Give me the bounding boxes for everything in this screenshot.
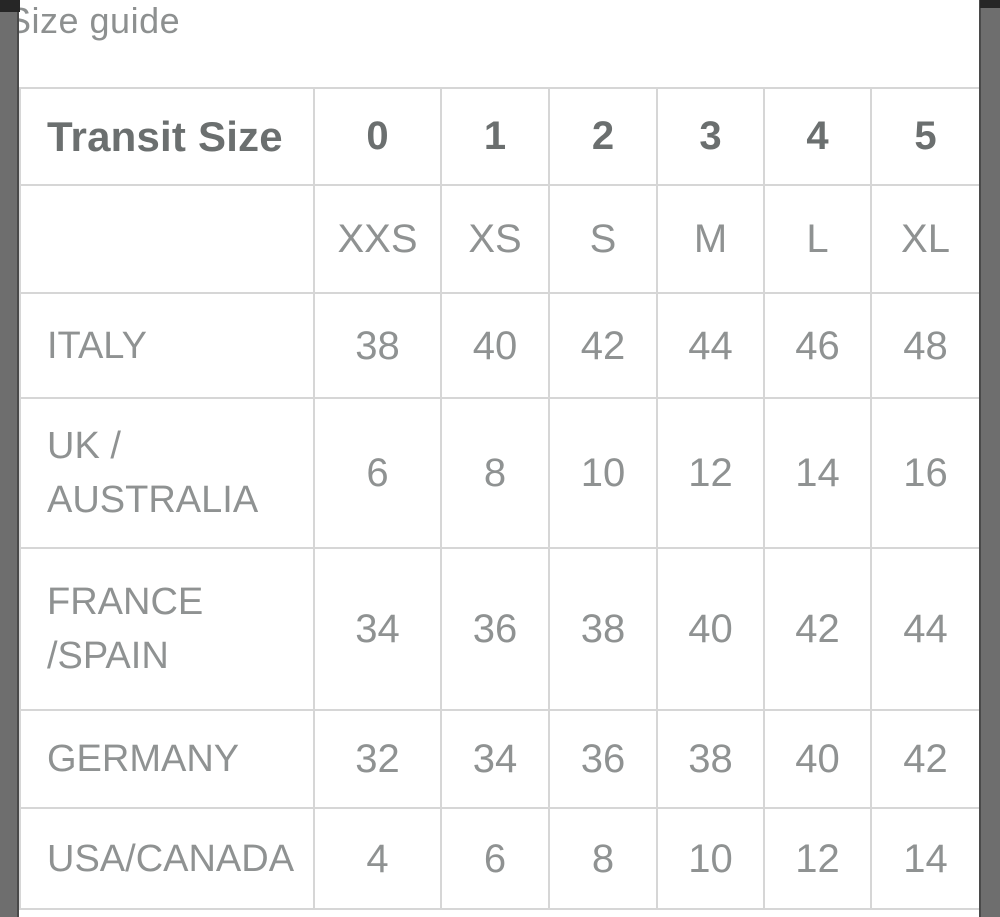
top-left-corner-block (0, 0, 20, 12)
size-value-cell: 34 (313, 547, 442, 711)
size-value-cell: 36 (548, 709, 658, 809)
size-number-header: 4 (763, 87, 872, 186)
size-value-cell: 46 (763, 292, 872, 399)
row-label: ITALY (19, 292, 315, 399)
size-value-cell: 40 (656, 547, 765, 711)
row-label: FRANCE/SPAIN (19, 547, 315, 711)
right-page-edge-overlay (979, 0, 1000, 917)
size-value-cell: 38 (656, 709, 765, 809)
row-label-line: FRANCE (47, 581, 204, 623)
row-label-line: AUSTRALIA (47, 479, 259, 521)
size-value-cell: M (656, 184, 765, 294)
size-number-header: 1 (440, 87, 550, 186)
size-guide-table: Transit Size 0 1 2 3 4 5 XXS XS S M L XL (19, 87, 981, 910)
row-label-line: USA/CANADA (47, 837, 295, 880)
size-value-cell: 36 (440, 547, 550, 711)
size-value-cell: 48 (870, 292, 981, 399)
row-label (19, 184, 315, 294)
row-label: GERMANY (19, 709, 315, 809)
region-row-italy: ITALY 38 40 42 44 46 48 (19, 292, 981, 399)
size-value-cell: 40 (440, 292, 550, 399)
region-row-germany: GERMANY 32 34 36 38 40 42 (19, 709, 981, 809)
row-label-line: ITALY (47, 324, 147, 367)
row-label: UK / AUSTRALIA (19, 397, 315, 549)
transit-size-header: Transit Size (19, 87, 315, 186)
size-value-cell: 44 (656, 292, 765, 399)
size-value-cell: 38 (548, 547, 658, 711)
size-value-cell: 8 (548, 807, 658, 910)
size-value-cell: 40 (763, 709, 872, 809)
size-value-cell: 12 (763, 807, 872, 910)
row-label-line: /SPAIN (47, 635, 169, 677)
size-value-cell: 42 (870, 709, 981, 809)
size-value-cell: 10 (548, 397, 658, 549)
page-title: Size guide (7, 0, 181, 41)
size-value-cell: S (548, 184, 658, 294)
header-row: Transit Size 0 1 2 3 4 5 (19, 87, 981, 186)
size-value-cell: 34 (440, 709, 550, 809)
size-value-cell: 6 (440, 807, 550, 910)
size-number-header: 2 (548, 87, 658, 186)
size-value-cell: L (763, 184, 872, 294)
top-right-corner-block (980, 0, 1000, 8)
row-label-line: UK / (47, 425, 121, 467)
size-value-cell: 38 (313, 292, 442, 399)
letter-sizes-row: XXS XS S M L XL (19, 184, 981, 294)
size-value-cell: 42 (548, 292, 658, 399)
size-value-cell: 8 (440, 397, 550, 549)
size-value-cell: 14 (870, 807, 981, 910)
row-label: USA/CANADA (19, 807, 315, 910)
row-label-line: GERMANY (47, 738, 240, 780)
size-value-cell: XL (870, 184, 981, 294)
region-row-france-spain: FRANCE/SPAIN 34 36 38 40 42 44 (19, 547, 981, 711)
size-value-cell: 44 (870, 547, 981, 711)
size-value-cell: 10 (656, 807, 765, 910)
size-value-cell: 14 (763, 397, 872, 549)
size-value-cell: XXS (313, 184, 442, 294)
size-value-cell: 12 (656, 397, 765, 549)
left-page-edge-overlay (0, 0, 19, 917)
size-value-cell: 4 (313, 807, 442, 910)
size-number-header: 3 (656, 87, 765, 186)
size-value-cell: 6 (313, 397, 442, 549)
size-value-cell: 42 (763, 547, 872, 711)
size-value-cell: 32 (313, 709, 442, 809)
size-value-cell: 16 (870, 397, 981, 549)
size-number-header: 0 (313, 87, 442, 186)
region-row-uk-australia: UK / AUSTRALIA 6 8 10 12 14 16 (19, 397, 981, 549)
size-value-cell: XS (440, 184, 550, 294)
region-row-usa-canada: USA/CANADA 4 6 8 10 12 14 (19, 807, 981, 910)
size-number-header: 5 (870, 87, 981, 186)
